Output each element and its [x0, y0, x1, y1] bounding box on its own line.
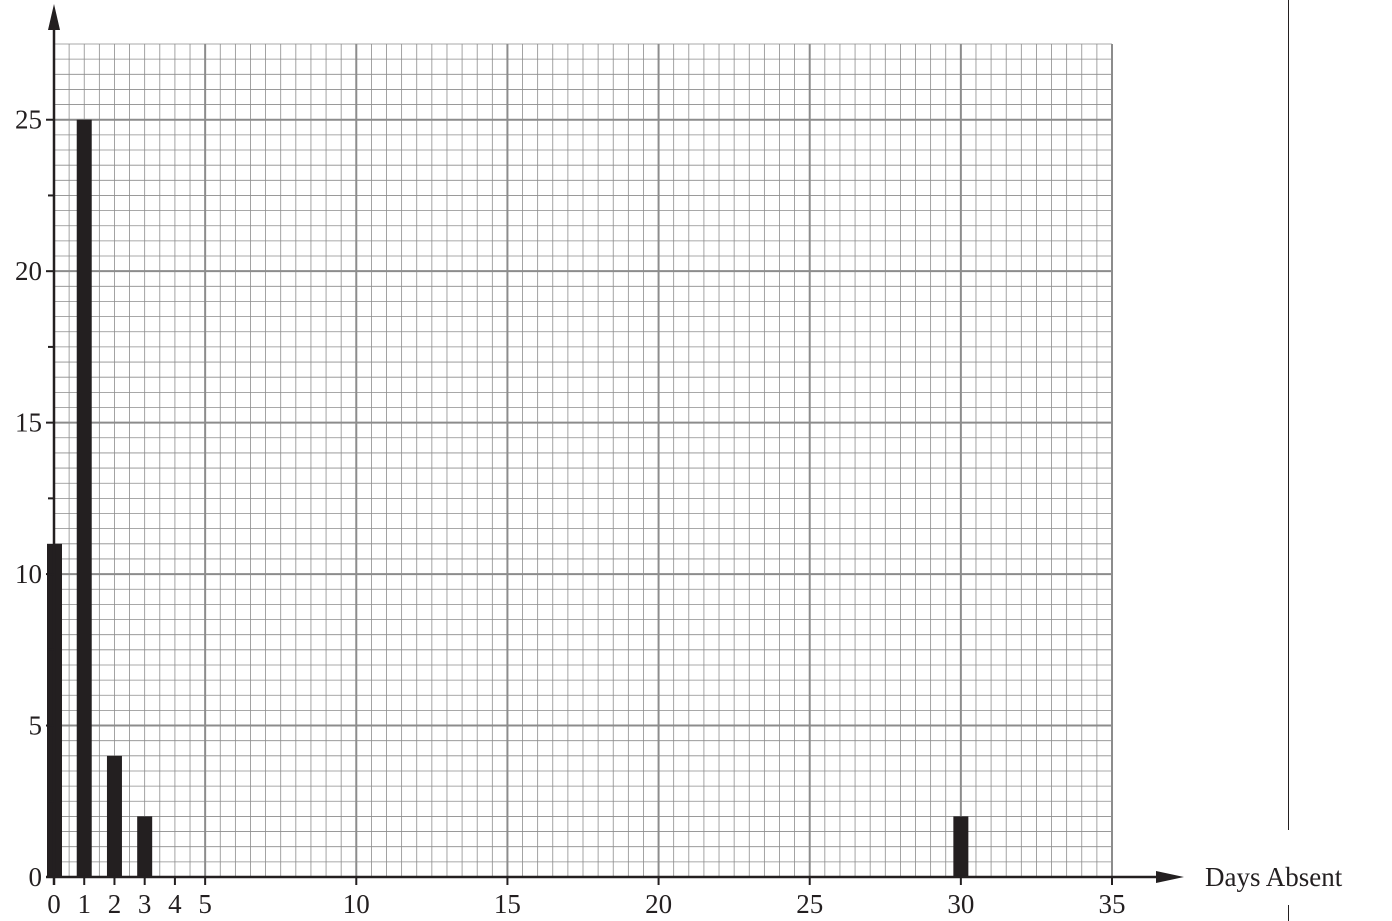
minor-grid [54, 43, 1112, 877]
x-tick-label: 25 [796, 889, 823, 919]
x-tick-label: 10 [343, 889, 370, 919]
x-tick-label: 1 [77, 889, 91, 919]
y-axis-arrow-icon [48, 4, 60, 30]
y-tick-label: 15 [15, 408, 42, 438]
x-tick-label: 0 [47, 889, 61, 919]
y-tick-label: 0 [29, 862, 43, 892]
x-tick-label: 20 [645, 889, 672, 919]
x-axis-label: Days Absent [1205, 862, 1343, 892]
y-tick-label: 5 [29, 711, 43, 741]
x-axis-ticks: 0 1 2 3 4 5 10 15 20 25 30 35 [47, 877, 1126, 919]
x-tick-label: 15 [494, 889, 521, 919]
x-tick-label: 2 [108, 889, 122, 919]
axes [46, 4, 1184, 885]
x-tick-label: 4 [168, 889, 182, 919]
bar [106, 755, 122, 877]
y-tick-label: 10 [15, 559, 42, 589]
x-tick-label: 30 [947, 889, 974, 919]
x-tick-label: 3 [138, 889, 152, 919]
x-axis-arrow-icon [1156, 871, 1184, 883]
y-axis-ticks: 0 5 10 15 20 25 [15, 105, 54, 892]
x-tick-label: 5 [198, 889, 212, 919]
x-tick-label: 35 [1099, 889, 1126, 919]
bar [953, 816, 969, 877]
y-tick-label: 25 [15, 105, 42, 135]
bars [47, 119, 969, 877]
bar [137, 816, 153, 877]
page-margin-rule [1288, 0, 1289, 830]
y-tick-label: 20 [15, 256, 42, 286]
page-margin-rule-lower [1288, 905, 1289, 921]
bar [76, 119, 92, 877]
